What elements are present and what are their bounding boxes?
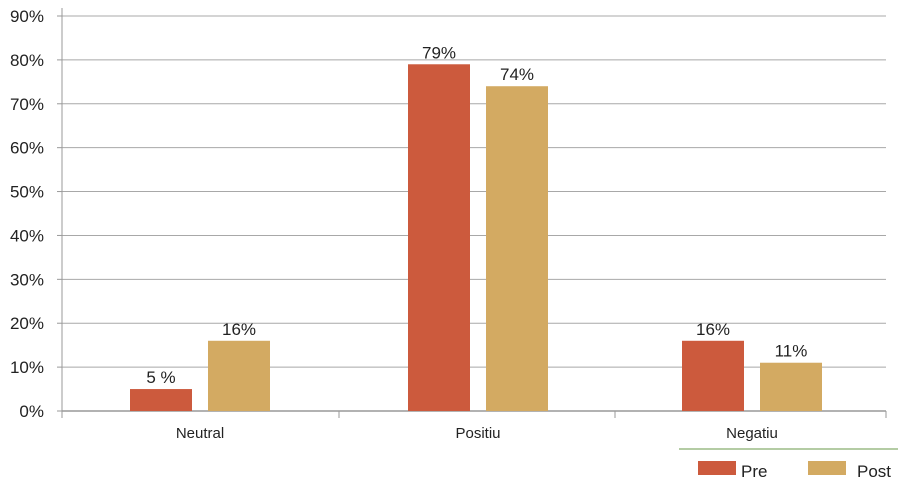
x-tick-label: Neutral bbox=[176, 425, 224, 442]
y-tick-label: 90% bbox=[10, 7, 44, 26]
y-tick-label: 10% bbox=[10, 358, 44, 377]
bars bbox=[130, 64, 822, 411]
data-labels: 5 % 79% 16% 16% 74% 11% bbox=[146, 43, 807, 387]
y-tick-label: 0% bbox=[19, 402, 44, 421]
bar-post-negatiu bbox=[760, 363, 822, 411]
bar-pre-negatiu bbox=[682, 341, 744, 411]
bar-pre-neutral bbox=[130, 389, 192, 411]
data-label: 74% bbox=[500, 65, 534, 84]
bar-pre-positiu bbox=[408, 64, 470, 411]
data-label: 16% bbox=[696, 320, 730, 339]
data-label: 5 % bbox=[146, 368, 175, 387]
bar-post-neutral bbox=[208, 341, 270, 411]
x-tick-label: Positiu bbox=[455, 425, 500, 442]
grid-lines bbox=[62, 16, 886, 367]
legend-label-pre: Pre bbox=[741, 462, 767, 481]
bar-post-positiu bbox=[486, 86, 548, 411]
legend-swatch-post bbox=[808, 461, 846, 475]
y-tick-label: 40% bbox=[10, 226, 44, 245]
data-label: 11% bbox=[775, 342, 808, 361]
data-label: 16% bbox=[222, 320, 256, 339]
axes bbox=[57, 8, 886, 418]
y-tick-labels: 0% 10% 20% 30% 40% 50% 60% 70% 80% 90% bbox=[10, 7, 44, 421]
x-tick-labels: Neutral Positiu Negatiu bbox=[176, 425, 778, 442]
y-tick-label: 60% bbox=[10, 139, 44, 158]
y-tick-label: 50% bbox=[10, 183, 44, 202]
y-tick-label: 20% bbox=[10, 314, 44, 333]
legend: Pre Post bbox=[679, 449, 898, 481]
x-tick-label: Negatiu bbox=[726, 425, 778, 442]
y-tick-label: 80% bbox=[10, 51, 44, 70]
legend-swatch-pre bbox=[698, 461, 736, 475]
y-tick-label: 70% bbox=[10, 95, 44, 114]
legend-label-post: Post bbox=[857, 462, 891, 481]
y-tick-label: 30% bbox=[10, 270, 44, 289]
data-label: 79% bbox=[422, 43, 456, 62]
